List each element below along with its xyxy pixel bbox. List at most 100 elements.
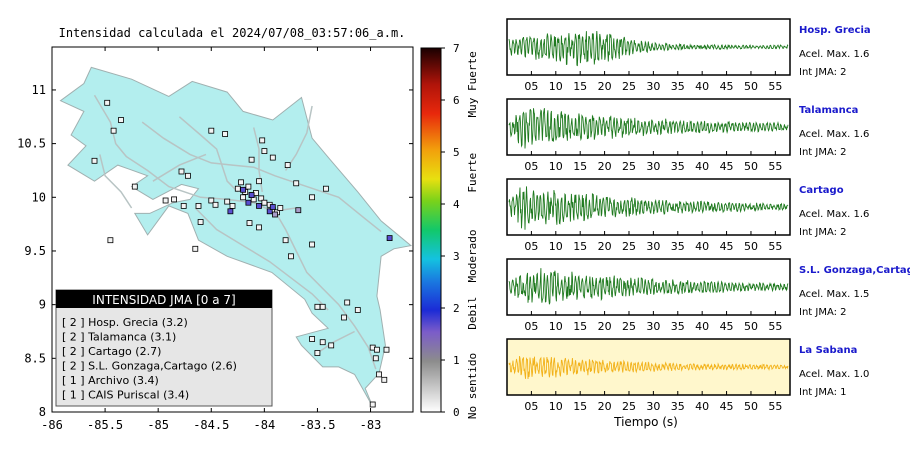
time-tick-label: 55 bbox=[768, 80, 782, 93]
max-acceleration: Acel. Max. 1.6 bbox=[799, 129, 869, 140]
legend-entry: [ 1 ] Archivo (3.4) bbox=[62, 374, 159, 387]
jma-intensity: Int JMA: 2 bbox=[799, 67, 847, 78]
legend-entry: [ 2 ] Hosp. Grecia (3.2) bbox=[62, 316, 188, 329]
station-marker bbox=[180, 202, 187, 209]
time-tick-label: 40 bbox=[695, 400, 709, 413]
costa-rica-landmass bbox=[59, 66, 413, 407]
station-marker bbox=[284, 162, 291, 169]
x-tick-label: -85 bbox=[147, 418, 169, 432]
station-marker bbox=[282, 237, 289, 244]
station-marker-jma1 bbox=[272, 211, 278, 218]
waveform-trace bbox=[508, 268, 789, 305]
colorbar-category-label: Muy Fuerte bbox=[466, 51, 479, 117]
time-tick-label: 40 bbox=[695, 320, 709, 333]
station-marker bbox=[287, 253, 294, 260]
time-tick-label: 05 bbox=[524, 240, 538, 253]
waveform-trace bbox=[508, 186, 789, 230]
waveform-panel: 05 10 15 20 25 30 35 40 45 50 55 La Sabana Acel. Max… bbox=[506, 338, 869, 413]
station-marker bbox=[256, 224, 262, 231]
time-tick-label: 30 bbox=[646, 240, 660, 253]
station-name: Cartago bbox=[799, 185, 844, 196]
time-tick-label: 25 bbox=[622, 320, 636, 333]
station-name: S.L. Gonzaga,Cartago bbox=[799, 265, 910, 276]
intensity-colorbar: 0 1 2 3 4 5 6 7 No sentido Debil Moderado Fuerte Muy… bbox=[420, 42, 479, 419]
time-tick-label: 45 bbox=[720, 240, 734, 253]
time-tick-label: 10 bbox=[549, 160, 563, 173]
waveform-trace bbox=[508, 355, 789, 380]
time-tick-label: 25 bbox=[622, 400, 636, 413]
time-tick-label: 45 bbox=[720, 400, 734, 413]
time-tick-label: 20 bbox=[598, 80, 612, 93]
y-tick-label: 8.5 bbox=[24, 351, 46, 365]
x-tick-label: -84 bbox=[254, 418, 276, 432]
station-marker bbox=[195, 202, 202, 209]
station-marker-jma2 bbox=[240, 186, 247, 193]
road-line bbox=[274, 210, 377, 370]
time-tick-label: 45 bbox=[720, 320, 734, 333]
time-tick-label: 55 bbox=[768, 320, 782, 333]
time-tick-label: 15 bbox=[573, 160, 587, 173]
time-tick-label: 20 bbox=[598, 400, 612, 413]
time-tick-label: 35 bbox=[671, 240, 685, 253]
road-line bbox=[284, 105, 313, 171]
road-line bbox=[316, 330, 355, 354]
colorbar-tick-label: 7 bbox=[453, 42, 460, 55]
jma-intensity: Int JMA: 1 bbox=[799, 387, 847, 398]
station-marker bbox=[184, 172, 191, 179]
station-marker-jma2 bbox=[248, 192, 255, 199]
station-marker bbox=[234, 185, 241, 192]
time-tick-label: 20 bbox=[598, 320, 612, 333]
station-marker bbox=[131, 183, 138, 190]
x-tick-label: -84.5 bbox=[193, 418, 229, 432]
time-tick-label: 15 bbox=[573, 80, 587, 93]
time-tick-label: 40 bbox=[695, 80, 709, 93]
waveform-panel: 05 10 15 20 25 30 35 40 45 50 55 Hosp. Grecia Acel. … bbox=[506, 18, 871, 93]
time-tick-label: 50 bbox=[744, 80, 758, 93]
station-marker bbox=[208, 127, 215, 134]
time-tick-label: 45 bbox=[720, 80, 734, 93]
road-line bbox=[178, 116, 239, 193]
time-tick-label: 05 bbox=[524, 320, 538, 333]
jma-intensity: Int JMA: 2 bbox=[799, 147, 847, 158]
y-tick-label: 10 bbox=[32, 190, 46, 204]
colorbar-gradient bbox=[420, 47, 442, 413]
time-tick-label: 35 bbox=[671, 80, 685, 93]
station-marker bbox=[240, 194, 247, 201]
station-marker bbox=[171, 196, 178, 203]
time-tick-label: 40 bbox=[695, 160, 709, 173]
time-tick-label: 30 bbox=[646, 160, 660, 173]
waveform-trace bbox=[508, 30, 789, 67]
station-marker bbox=[192, 245, 199, 252]
station-marker-jma1 bbox=[295, 207, 302, 214]
max-acceleration: Acel. Max. 1.0 bbox=[799, 369, 869, 380]
x-tick-label: -85.5 bbox=[87, 418, 123, 432]
colorbar-tick-label: 5 bbox=[453, 146, 460, 159]
station-marker bbox=[212, 201, 219, 208]
y-tick-label: 9.5 bbox=[24, 244, 46, 258]
station-marker bbox=[259, 137, 266, 144]
station-marker-jma2 bbox=[266, 208, 273, 215]
jma-intensity: Int JMA: 2 bbox=[799, 307, 847, 318]
time-tick-label: 05 bbox=[524, 160, 538, 173]
y-tick-label: 8 bbox=[39, 405, 46, 419]
station-marker-jma2 bbox=[269, 204, 276, 210]
station-marker-jma2 bbox=[245, 199, 252, 206]
colorbar-tick-label: 6 bbox=[453, 94, 460, 107]
waveform-panel: 05 10 15 20 25 30 35 40 45 50 55 Talamanca Acel. Max… bbox=[506, 98, 869, 173]
waveform-frame bbox=[506, 338, 791, 396]
time-tick-label: 50 bbox=[744, 160, 758, 173]
station-marker bbox=[245, 183, 252, 190]
time-tick-label: 30 bbox=[646, 400, 660, 413]
station-marker bbox=[261, 148, 268, 155]
colorbar-tick-label: 4 bbox=[453, 198, 460, 211]
legend-entry: [ 2 ] Cartago (2.7) bbox=[62, 345, 161, 358]
station-marker bbox=[248, 156, 255, 163]
time-axis-label: Tiempo (s) bbox=[613, 415, 678, 429]
station-marker bbox=[354, 307, 361, 313]
station-marker bbox=[314, 350, 321, 356]
time-tick-label: 25 bbox=[622, 240, 636, 253]
station-marker bbox=[376, 371, 382, 378]
time-tick-label: 35 bbox=[671, 320, 685, 333]
time-tick-label: 15 bbox=[573, 320, 587, 333]
station-marker bbox=[314, 303, 321, 310]
